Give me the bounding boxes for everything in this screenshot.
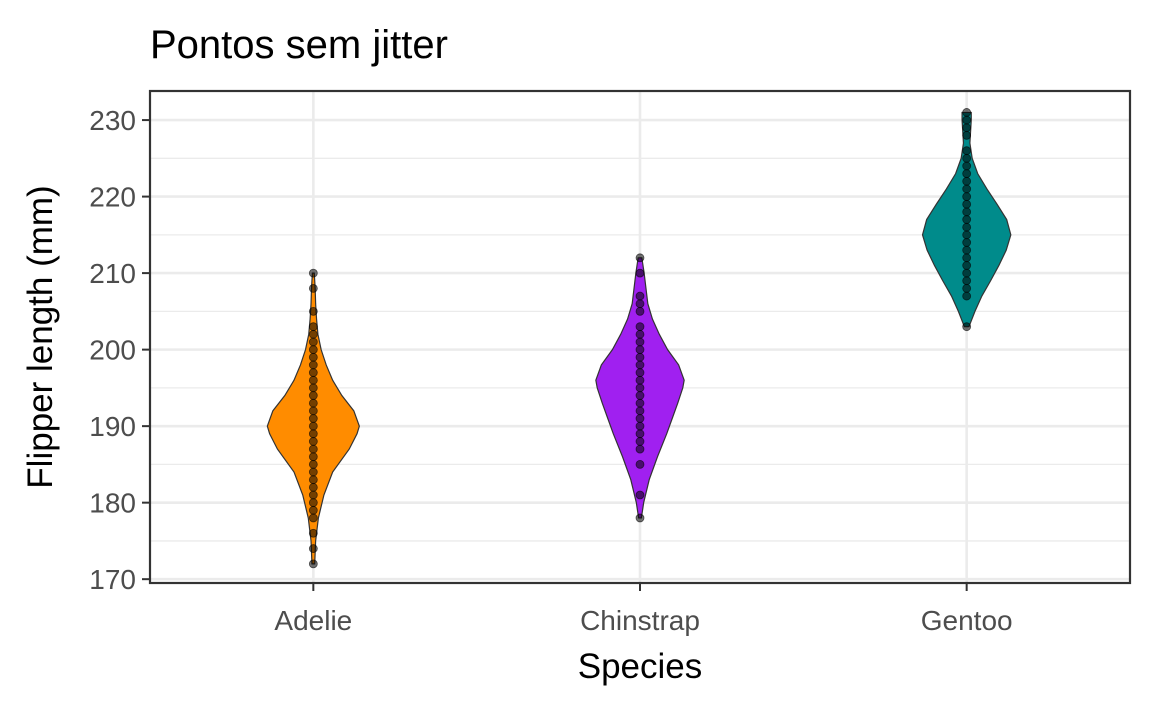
- data-point-adelie: [308, 360, 318, 370]
- data-point-chinstrap: [635, 490, 645, 500]
- data-point-adelie: [308, 322, 318, 332]
- data-point-gentoo: [962, 192, 972, 201]
- data-point-adelie: [308, 528, 318, 538]
- data-point-gentoo: [962, 238, 972, 247]
- data-point-gentoo: [962, 123, 972, 133]
- data-point-gentoo: [962, 115, 972, 125]
- data-point-adelie: [308, 459, 318, 469]
- data-point-adelie: [308, 513, 318, 523]
- y-tick-label: 200: [89, 335, 136, 366]
- data-point-adelie: [308, 452, 318, 462]
- y-tick-label: 230: [89, 105, 136, 136]
- data-point-adelie: [308, 406, 318, 416]
- data-point-gentoo: [962, 261, 972, 270]
- data-point-gentoo: [962, 245, 972, 255]
- data-point-adelie: [308, 268, 318, 278]
- data-point-chinstrap: [635, 322, 645, 332]
- data-point-chinstrap: [635, 391, 645, 400]
- data-point-gentoo: [962, 253, 972, 263]
- data-point-adelie: [308, 490, 318, 500]
- data-point-gentoo: [962, 284, 972, 293]
- x-tick-label: Gentoo: [921, 605, 1013, 636]
- data-point-chinstrap: [635, 360, 645, 370]
- data-point-gentoo: [962, 169, 972, 179]
- data-point-adelie: [308, 383, 318, 393]
- y-tick-label: 180: [89, 488, 136, 519]
- data-point-gentoo: [962, 291, 972, 301]
- data-point-chinstrap: [635, 368, 645, 377]
- data-point-chinstrap: [635, 329, 645, 339]
- data-point-gentoo: [962, 222, 972, 232]
- data-point-chinstrap: [635, 291, 645, 301]
- data-point-adelie: [308, 467, 318, 477]
- data-point-chinstrap: [635, 268, 645, 278]
- data-points: [308, 108, 972, 569]
- data-point-chinstrap: [635, 437, 645, 446]
- data-point-gentoo: [962, 130, 972, 140]
- data-point-gentoo: [962, 146, 972, 156]
- data-point-chinstrap: [635, 513, 645, 523]
- data-point-adelie: [308, 329, 318, 339]
- x-tick-label: Chinstrap: [580, 605, 700, 636]
- y-tick-label: 190: [89, 411, 136, 442]
- data-point-gentoo: [962, 184, 972, 194]
- data-point-chinstrap: [635, 421, 645, 431]
- data-point-adelie: [308, 352, 318, 362]
- data-point-gentoo: [962, 322, 972, 332]
- data-point-adelie: [308, 414, 318, 423]
- data-point-adelie: [308, 437, 318, 446]
- data-point-chinstrap: [635, 459, 645, 469]
- data-point-chinstrap: [635, 398, 645, 408]
- data-point-adelie: [308, 337, 318, 347]
- data-point-chinstrap: [635, 352, 645, 362]
- x-axis-title: Species: [578, 647, 703, 686]
- data-point-gentoo: [962, 199, 972, 209]
- data-point-adelie: [308, 559, 318, 569]
- data-point-chinstrap: [635, 383, 645, 393]
- data-point-chinstrap: [635, 375, 645, 385]
- data-point-chinstrap: [635, 337, 645, 347]
- data-point-chinstrap: [635, 345, 645, 355]
- data-point-adelie: [308, 444, 318, 454]
- data-point-chinstrap: [635, 444, 645, 454]
- y-tick-label: 220: [89, 182, 136, 213]
- data-point-gentoo: [962, 153, 972, 163]
- data-point-chinstrap: [635, 406, 645, 416]
- data-point-adelie: [308, 284, 318, 293]
- data-point-adelie: [308, 375, 318, 385]
- data-point-chinstrap: [635, 414, 645, 423]
- y-tick-label: 170: [89, 564, 136, 595]
- data-point-chinstrap: [635, 299, 645, 309]
- chart-title: Pontos sem jitter: [150, 23, 448, 67]
- data-point-adelie: [308, 482, 318, 492]
- data-point-adelie: [308, 429, 318, 439]
- data-point-gentoo: [962, 207, 972, 217]
- data-point-adelie: [308, 391, 318, 400]
- data-point-adelie: [308, 475, 318, 485]
- data-point-gentoo: [962, 215, 972, 224]
- data-point-gentoo: [962, 230, 972, 240]
- data-point-adelie: [308, 544, 318, 553]
- data-point-adelie: [308, 368, 318, 377]
- data-point-adelie: [308, 498, 318, 508]
- data-point-adelie: [308, 421, 318, 431]
- axes: 170 180 190 200 210 220 230 Adelie Chinstrap Gent…: [89, 105, 1012, 636]
- data-point-chinstrap: [635, 429, 645, 439]
- data-point-adelie: [308, 345, 318, 355]
- data-point-adelie: [308, 505, 318, 515]
- data-point-gentoo: [962, 276, 972, 286]
- data-point-chinstrap: [635, 306, 645, 316]
- data-point-gentoo: [962, 161, 972, 171]
- y-axis-title: Flipper length (mm): [21, 185, 60, 488]
- data-point-gentoo: [962, 108, 972, 117]
- data-point-adelie: [308, 398, 318, 408]
- y-tick-label: 210: [89, 258, 136, 289]
- data-point-gentoo: [962, 268, 972, 278]
- data-point-chinstrap: [635, 253, 645, 263]
- data-point-gentoo: [962, 176, 972, 186]
- x-tick-label: Adelie: [274, 605, 352, 636]
- data-point-adelie: [308, 306, 318, 316]
